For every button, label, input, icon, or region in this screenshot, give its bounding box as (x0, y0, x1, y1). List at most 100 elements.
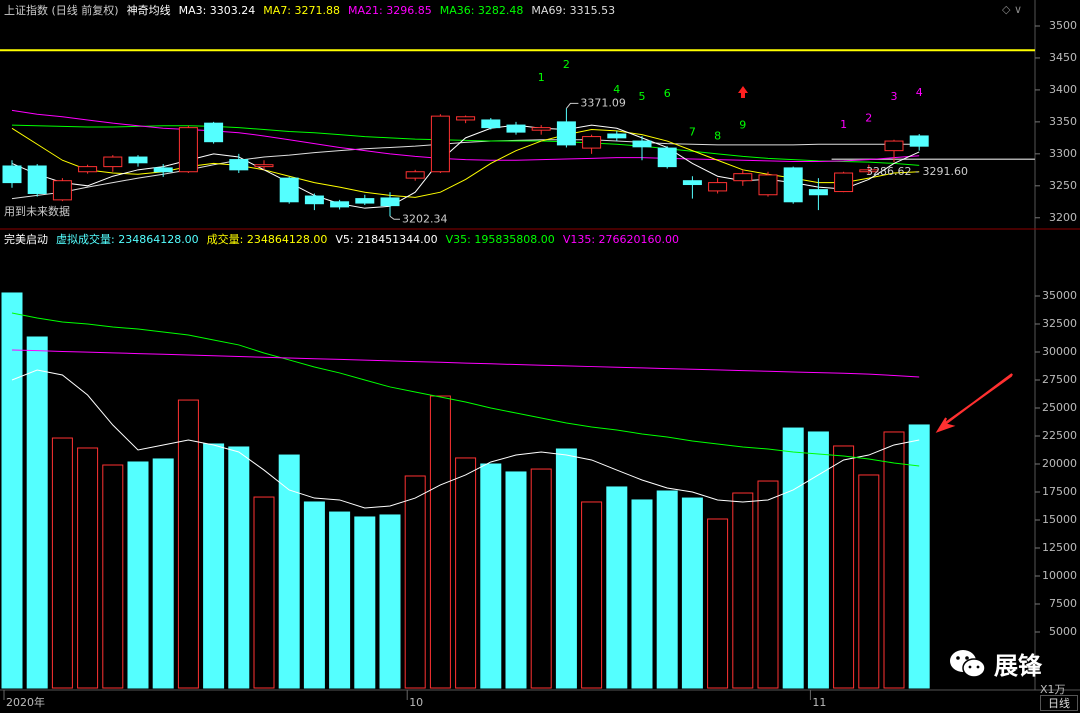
candle-body (582, 136, 602, 149)
y-tick-label: 7500 (1049, 597, 1077, 610)
legend-item: 成交量: 234864128.00 (206, 233, 328, 246)
period-button[interactable]: 日线 (1040, 695, 1078, 711)
volume-bar (152, 458, 174, 689)
signal-label: 2 (865, 112, 872, 125)
volume-bar (707, 518, 729, 689)
y-tick-label: 15000 (1042, 513, 1077, 526)
ma-line (11, 109, 920, 163)
legend-item: MA3: 3303.24 (178, 4, 256, 17)
candle-body (531, 127, 551, 131)
volume-bar (379, 514, 401, 689)
y-tick-label: 3450 (1049, 51, 1077, 64)
volume-bar (858, 474, 880, 689)
candle-body (355, 198, 375, 204)
signal-label: 8 (714, 130, 721, 143)
candle-body (2, 165, 22, 184)
candle-body (556, 121, 576, 146)
y-tick-label: 35000 (1042, 289, 1077, 302)
candle-body (481, 119, 501, 129)
legend-item: 虚拟成交量: 234864128.00 (56, 233, 199, 246)
candle-body (405, 171, 425, 179)
candle-body (103, 156, 123, 168)
signal-label: 7 (689, 126, 696, 139)
candle-body (808, 189, 828, 196)
volume-bar (429, 395, 451, 689)
candle-body (506, 124, 526, 133)
ma-line (11, 312, 920, 467)
price-legend: 上证指数 (日线 前复权) 神奇均线 MA3: 3303.24 MA7: 3271.8… (4, 3, 615, 19)
legend-item: 上证指数 (日线 前复权) (4, 4, 119, 17)
volume-bar (757, 480, 779, 689)
volume-bar (26, 336, 48, 689)
legend-item: MA36: 3282.48 (439, 4, 524, 17)
volume-bar (631, 499, 653, 689)
y-tick-label: 3400 (1049, 83, 1077, 96)
y-tick-label: 3500 (1049, 19, 1077, 32)
watermark: 展锋 (948, 646, 1042, 681)
y-tick-label: 22500 (1042, 429, 1077, 442)
candle-body (78, 166, 98, 173)
volume-bar (228, 446, 250, 689)
y-tick-label: 20000 (1042, 457, 1077, 470)
wechat-icon (950, 649, 986, 678)
ma-line (11, 124, 920, 209)
candle-body (229, 159, 249, 171)
high-label: 3371.09 (580, 96, 626, 109)
volume-bar (480, 463, 502, 689)
candle-body (607, 133, 627, 139)
candle-body (859, 169, 879, 173)
y-tick-label: 3300 (1049, 147, 1077, 160)
y-tick-label: 30000 (1042, 345, 1077, 358)
volume-bar (203, 443, 225, 689)
ma-line (11, 139, 920, 200)
volume-bar (404, 475, 426, 689)
leader (566, 102, 579, 109)
volume-bar (77, 447, 99, 689)
volume-bar (455, 457, 477, 689)
y-unit: X1万 (1040, 683, 1066, 696)
y-tick-label: 25000 (1042, 401, 1077, 414)
volume-bar (581, 501, 603, 689)
ma-line (11, 349, 920, 378)
volume-bar (530, 468, 552, 689)
candle-body (254, 164, 274, 168)
volume-bar (505, 471, 527, 689)
toolbar-icons[interactable]: ◇ ∨ (1002, 3, 1023, 16)
volume-bar (354, 516, 376, 689)
volume-bar (732, 492, 754, 689)
legend-item: V35: 195835808.00 (445, 233, 555, 246)
candle-body (884, 140, 904, 152)
volume-bar (606, 486, 628, 689)
y-tick-label: 10000 (1042, 569, 1077, 582)
watermark-text: 展锋 (994, 652, 1042, 680)
volume-bar (329, 511, 351, 689)
candle-body (430, 115, 450, 173)
y-tick-label: 12500 (1042, 541, 1077, 554)
signal-label: 9 (739, 119, 746, 132)
y-tick-label: 3250 (1049, 179, 1077, 192)
candle-body (279, 177, 299, 203)
y-tick-label: 27500 (1042, 373, 1077, 386)
candle-body (632, 140, 652, 148)
x-tick-label: 2020年 (6, 695, 45, 709)
signal-label: 5 (639, 90, 646, 103)
volume-bar (555, 448, 577, 689)
legend-item: 神奇均线 (126, 4, 171, 17)
y-tick-label: 17500 (1042, 485, 1077, 498)
legend-item: MA21: 3296.85 (348, 4, 432, 17)
candle-body (204, 122, 224, 143)
leader (389, 215, 400, 220)
volume-bar (303, 501, 325, 689)
volume-bar (102, 464, 124, 689)
candle-body (380, 197, 400, 207)
candle-body (708, 182, 728, 192)
signal-label: 4 (613, 83, 620, 96)
candle-body (909, 135, 929, 147)
signal-arrow (738, 86, 748, 98)
annotation: 3286.62 - 3291.60 (866, 165, 968, 178)
legend-item: 完美启动 (4, 233, 48, 246)
candle-body (733, 173, 753, 182)
ma-line (11, 124, 920, 166)
y-tick-label: 32500 (1042, 317, 1077, 330)
y-tick-label: 3350 (1049, 115, 1077, 128)
